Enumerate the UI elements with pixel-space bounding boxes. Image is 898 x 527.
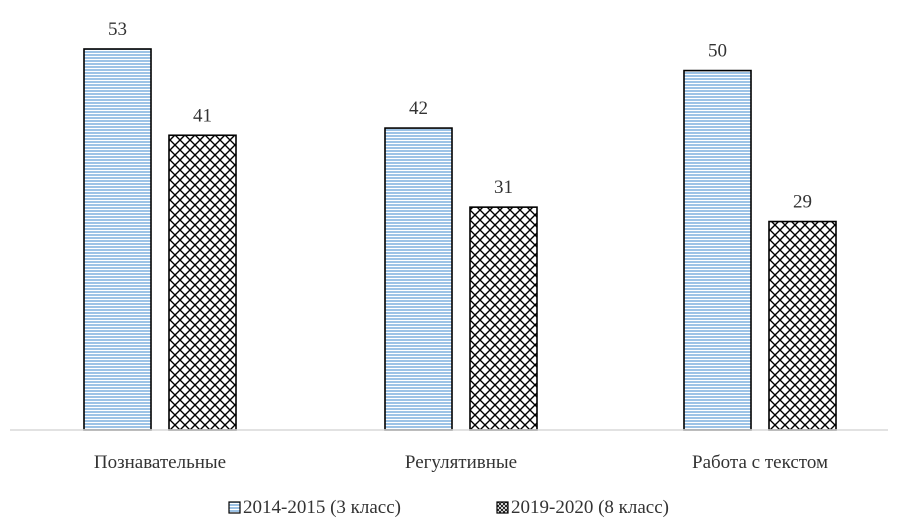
legend-swatch-2: [497, 502, 508, 513]
data-label-s2-c2: 31: [494, 177, 513, 198]
legend-label-1: 2014-2015 (3 класс): [243, 497, 401, 518]
bar-s1-c1: [84, 49, 151, 430]
bar-s1-c3: [684, 71, 751, 430]
category-label-2: Регулятивные: [405, 452, 517, 473]
bar-s2-c3: [769, 222, 836, 430]
category-labels-layer: Познавательные Регулятивные Работа с текст…: [94, 452, 828, 473]
data-label-s1-c2: 42: [409, 98, 428, 119]
category-label-3: Работа с текстом: [692, 452, 828, 473]
data-label-s1-c3: 50: [708, 41, 727, 62]
legend-label-2: 2019-2020 (8 класс): [511, 497, 669, 518]
bar-s2-c2: [470, 207, 537, 430]
legend: 2014-2015 (3 класс) 2019-2020 (8 класс): [229, 497, 669, 518]
data-label-s1-c1: 53: [108, 19, 127, 40]
category-label-1: Познавательные: [94, 452, 226, 473]
data-label-s2-c3: 29: [793, 192, 812, 213]
bar-s1-c2: [385, 128, 452, 430]
data-label-s2-c1: 41: [193, 105, 212, 126]
legend-swatch-1: [229, 502, 240, 513]
bar-s2-c1: [169, 135, 236, 430]
